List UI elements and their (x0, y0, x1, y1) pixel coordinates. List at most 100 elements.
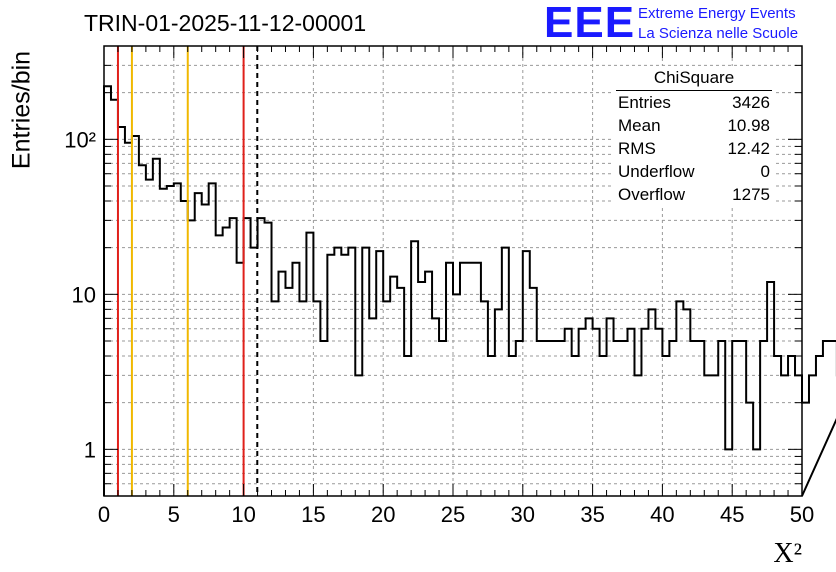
logo-line-2: La Scienza nelle Scuole (638, 25, 799, 42)
histogram-bin (299, 301, 306, 496)
histogram-bin (258, 218, 265, 496)
histogram-bin (732, 341, 739, 496)
histogram-bin (118, 127, 125, 496)
histogram-bin (767, 282, 774, 496)
histogram-bin (230, 218, 237, 496)
stats-value: 3426 (732, 93, 770, 112)
histogram-bin (432, 318, 439, 496)
histogram-bin (725, 449, 732, 496)
stats-value: 0 (760, 162, 770, 181)
histogram-bin (516, 341, 523, 496)
histogram-bin (481, 301, 488, 496)
x-tick-label: 15 (301, 502, 325, 527)
x-tick-label: 45 (720, 502, 744, 527)
histogram-bin (111, 100, 118, 496)
x-tick-label: 50 (790, 502, 814, 527)
histogram-bin (404, 356, 411, 496)
stats-label: Underflow (618, 162, 695, 181)
x-axis-label: X² (773, 538, 802, 569)
histogram-bin (320, 341, 327, 496)
histogram-bin (697, 341, 704, 496)
stats-row-mean: Mean 10.98 (612, 114, 776, 137)
histogram-bin (348, 248, 355, 496)
histogram-bin (718, 341, 725, 496)
histogram-bin (327, 255, 334, 496)
histogram-bin (125, 143, 132, 496)
histogram-bin (746, 403, 753, 496)
histogram-bin (648, 309, 655, 496)
histogram-bin (313, 301, 320, 496)
histogram-bin (411, 241, 418, 496)
histogram-bin (446, 263, 453, 496)
histogram-bin (153, 159, 160, 496)
histogram-bin (174, 183, 181, 496)
histogram-bin (334, 248, 341, 496)
histogram-bin (474, 263, 481, 496)
stats-row-underflow: Underflow 0 (612, 160, 776, 183)
histogram-bin (181, 201, 188, 496)
histogram-bin (285, 288, 292, 496)
histogram-bin (453, 294, 460, 496)
histogram-bin (572, 356, 579, 496)
stats-row-entries: Entries 3426 (612, 91, 776, 114)
histogram-bin (523, 251, 530, 496)
stats-value: 10.98 (727, 116, 770, 135)
histogram-bin (439, 341, 446, 496)
histogram-bin (146, 180, 153, 496)
histogram-bin (655, 329, 662, 496)
histogram-bin (537, 341, 544, 496)
y-axis-label: Entries/bin (7, 50, 36, 170)
y-tick-label: 10 (72, 282, 96, 307)
histogram-bin (551, 341, 558, 496)
histogram-bin (628, 329, 635, 496)
histogram-bin (460, 263, 467, 496)
histogram-bin (683, 309, 690, 496)
histogram-bin (621, 341, 628, 496)
histogram-outline (103, 85, 836, 497)
histogram-bin (167, 186, 174, 496)
histogram-bin (711, 375, 718, 496)
histogram-bin (425, 272, 432, 496)
histogram-bin (341, 255, 348, 496)
histogram-bin (586, 318, 593, 496)
histogram-bin (292, 263, 299, 496)
x-tick-label: 20 (371, 502, 395, 527)
histogram-bin (544, 341, 551, 496)
stats-row-overflow: Overflow 1275 (612, 183, 776, 206)
histogram-bin (579, 329, 586, 496)
histogram-bin (558, 341, 565, 496)
y-tick-label: 10² (64, 127, 96, 152)
histogram-bin (788, 356, 795, 496)
stats-label: Entries (618, 93, 671, 112)
x-tick-label: 10 (231, 502, 255, 527)
histogram-bin (488, 356, 495, 496)
stats-label: Overflow (618, 185, 686, 204)
histogram-bin (279, 272, 286, 496)
histogram-bin (160, 189, 167, 496)
stats-title: ChiSquare (616, 66, 772, 91)
histogram-bin (209, 183, 216, 496)
x-tick-label: 30 (511, 502, 535, 527)
logo-line-1: Extreme Energy Events (638, 5, 796, 22)
histogram-bin (607, 318, 614, 496)
histogram-bin (418, 282, 425, 496)
histogram-bin (502, 248, 509, 496)
y-tick-label: 1 (84, 437, 96, 462)
histogram-bin (495, 309, 502, 496)
histogram-bin (306, 233, 313, 496)
x-tick-label: 0 (98, 502, 110, 527)
histogram-bin (802, 403, 809, 496)
histogram-bin (397, 288, 404, 496)
histogram-bin (188, 220, 195, 496)
histogram-bin (634, 375, 641, 496)
histogram-bin (390, 277, 397, 496)
histogram-bin (369, 318, 376, 496)
histogram-bin (244, 218, 251, 496)
histogram-bin (593, 329, 600, 496)
eee-logo: EEE Extreme Energy Events La Scienza nel… (544, 0, 834, 47)
histogram-bin (704, 375, 711, 496)
histogram-bin (830, 341, 836, 496)
histogram-bin (202, 204, 209, 496)
histogram-bin (781, 375, 788, 496)
